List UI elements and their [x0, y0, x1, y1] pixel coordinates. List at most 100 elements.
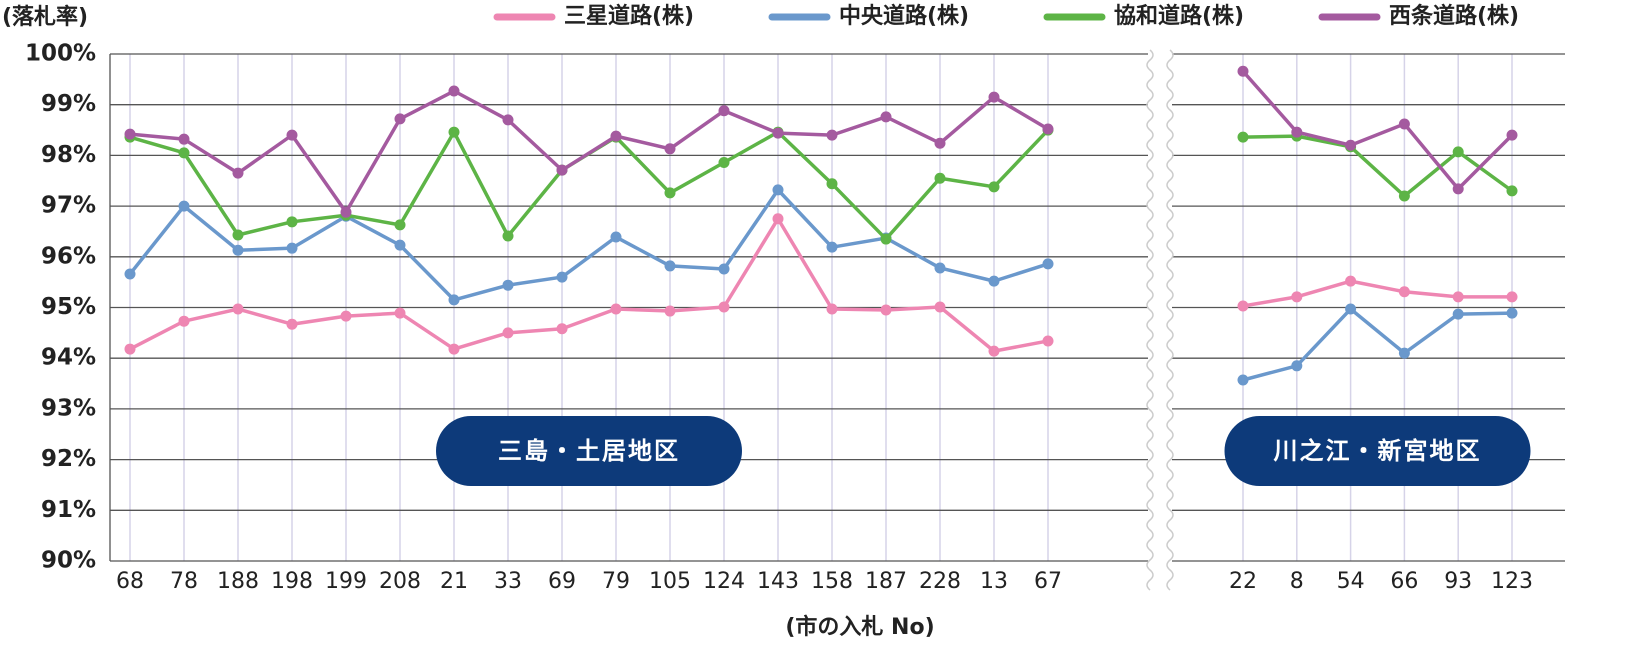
data-point — [880, 233, 892, 245]
data-point — [610, 303, 622, 315]
x-tick-label: 33 — [494, 569, 522, 594]
x-tick-label: 208 — [379, 569, 421, 594]
data-point — [178, 200, 190, 212]
series-line — [129, 89, 1049, 214]
data-point — [1345, 275, 1357, 287]
data-point — [124, 343, 136, 355]
x-tick-label: 188 — [217, 569, 259, 594]
data-point — [1506, 129, 1518, 141]
y-tick-label: 94% — [41, 345, 96, 371]
data-point — [448, 85, 460, 97]
data-point — [286, 242, 298, 254]
data-point — [502, 279, 514, 291]
data-point — [610, 130, 622, 142]
data-point — [1042, 258, 1054, 270]
legend-label: 協和道路(株) — [1114, 3, 1244, 29]
data-point — [1345, 303, 1357, 315]
x-tick-label: 13 — [980, 569, 1008, 594]
data-point — [1237, 300, 1249, 312]
y-tick-label: 100% — [25, 41, 96, 67]
series-line — [129, 217, 1049, 353]
data-point — [1237, 65, 1249, 77]
data-point — [1398, 118, 1410, 130]
data-point — [988, 181, 1000, 193]
x-tick-label: 143 — [757, 569, 799, 594]
data-point — [1506, 185, 1518, 197]
x-tick-label: 158 — [811, 569, 853, 594]
data-point — [1398, 286, 1410, 298]
series-line — [1242, 134, 1514, 198]
data-point — [772, 213, 784, 225]
data-point — [340, 310, 352, 322]
y-tick-label: 93% — [41, 395, 96, 421]
data-point — [1237, 374, 1249, 386]
y-tick-label: 95% — [41, 294, 96, 320]
series-line — [1242, 307, 1513, 382]
data-point — [718, 301, 730, 313]
data-point — [340, 206, 352, 218]
data-point — [988, 345, 1000, 357]
series-line — [129, 128, 1050, 241]
data-point — [610, 231, 622, 243]
data-point — [448, 294, 460, 306]
y-axis-label: (落札率) — [2, 4, 88, 30]
data-point — [826, 178, 838, 190]
data-point — [178, 147, 190, 159]
region-label: 三島・土居地区 — [498, 437, 680, 465]
data-point — [934, 172, 946, 184]
y-tick-label: 91% — [41, 497, 96, 523]
data-point — [664, 260, 676, 272]
data-point — [934, 262, 946, 274]
data-point — [826, 129, 838, 141]
y-tick-label: 98% — [41, 142, 96, 168]
region-badge — [436, 416, 742, 486]
data-point — [1452, 308, 1464, 320]
data-point — [394, 113, 406, 125]
data-point — [232, 303, 244, 315]
data-point — [772, 184, 784, 196]
legend-label: 西条道路(株) — [1389, 3, 1519, 29]
data-point — [664, 187, 676, 199]
data-point — [772, 127, 784, 139]
data-point — [1042, 335, 1054, 347]
data-point — [124, 268, 136, 280]
x-tick-label: 78 — [170, 569, 198, 594]
data-point — [286, 318, 298, 330]
y-tick-label: 92% — [41, 446, 96, 472]
x-tick-label: 66 — [1390, 569, 1418, 594]
data-point — [718, 263, 730, 275]
legend-label: 中央道路(株) — [839, 3, 969, 29]
x-tick-label: 187 — [865, 569, 907, 594]
data-point — [178, 133, 190, 145]
data-point — [232, 229, 244, 241]
data-point — [934, 137, 946, 149]
x-tick-label: 54 — [1337, 569, 1365, 594]
data-point — [556, 164, 568, 176]
data-point — [286, 129, 298, 141]
data-point — [1398, 190, 1410, 202]
data-point — [1291, 126, 1303, 138]
y-tick-label: 96% — [41, 243, 96, 269]
data-point — [556, 323, 568, 335]
data-point — [232, 167, 244, 179]
x-tick-label: 198 — [271, 569, 313, 594]
data-point — [1291, 360, 1303, 372]
legend-label: 三星道路(株) — [564, 3, 694, 29]
data-point — [394, 307, 406, 319]
x-tick-label: 79 — [602, 569, 630, 594]
series-line — [1241, 70, 1514, 191]
x-tick-label: 228 — [919, 569, 961, 594]
data-point — [718, 156, 730, 168]
x-tick-label: 21 — [440, 569, 468, 594]
data-point — [988, 275, 1000, 287]
data-point — [394, 219, 406, 231]
data-point — [178, 315, 190, 327]
data-point — [394, 239, 406, 251]
x-tick-label: 67 — [1034, 569, 1062, 594]
data-point — [826, 303, 838, 315]
data-point — [1452, 146, 1464, 158]
x-tick-label: 22 — [1229, 569, 1257, 594]
data-point — [502, 327, 514, 339]
break-line — [1166, 49, 1174, 591]
region-label: 川之江・新宮地区 — [1274, 437, 1482, 465]
